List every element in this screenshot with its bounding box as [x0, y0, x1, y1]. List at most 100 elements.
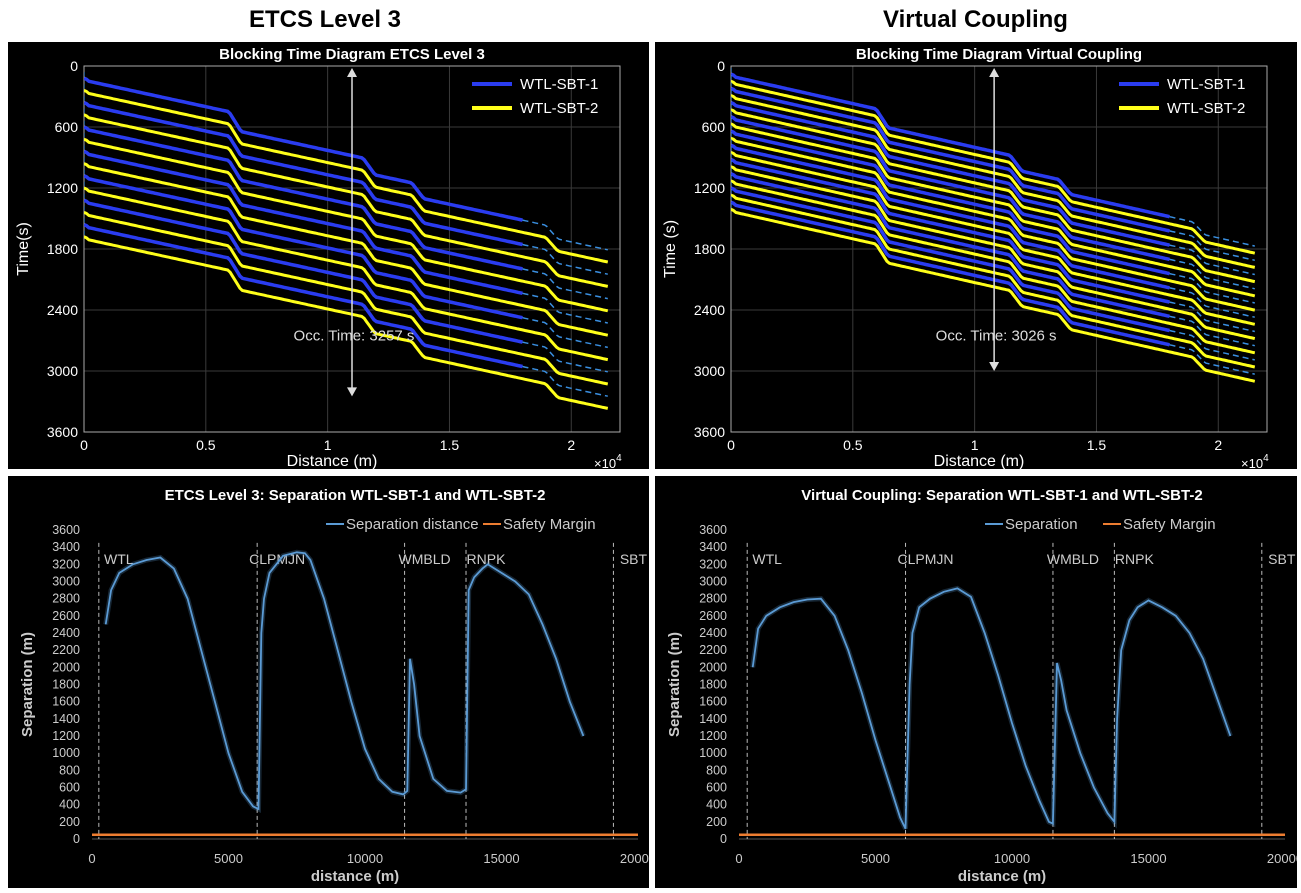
y-tick-label: 2600: [699, 609, 727, 623]
chart-title: ETCS Level 3: Separation WTL-SBT-1 and W…: [165, 487, 546, 504]
train-path-wtl-sbt-1: [84, 198, 523, 344]
x-axis-label: Distance (m): [287, 453, 378, 469]
train-path-wtl-sbt-1: [731, 86, 1170, 233]
y-tick-label: 1800: [694, 241, 725, 257]
x-tick-label: 0: [735, 851, 742, 866]
occupation-time-label: Occ. Time: 3026 s: [936, 328, 1057, 345]
y-tick-label: 3000: [699, 575, 727, 589]
y-axis-label: Time (s): [662, 220, 679, 278]
plot-frame: [83, 65, 621, 433]
train-path-dashed: [1169, 272, 1255, 304]
y-tick-label: 3400: [699, 540, 727, 554]
x-tick-label: 15000: [483, 851, 519, 866]
train-path-wtl-sbt-2: [84, 186, 609, 362]
x-tick-label: 10000: [994, 851, 1030, 866]
station-label: WMBLD: [1047, 551, 1099, 567]
train-path-wtl-sbt-2: [731, 108, 1256, 284]
train-path-wtl-sbt-1: [84, 76, 523, 222]
train-path-wtl-sbt-2: [84, 89, 609, 264]
train-path-dashed: [522, 219, 608, 251]
train-path-wtl-sbt-1: [84, 149, 523, 296]
legend-label: WTL-SBT-2: [1167, 100, 1245, 117]
y-tick-label: 2400: [694, 302, 725, 318]
train-path-wtl-sbt-2: [84, 162, 609, 337]
station-label: WTL: [104, 551, 134, 567]
y-tick-label: 800: [706, 763, 727, 777]
separation-glow: [103, 549, 586, 813]
train-path-wtl-sbt-2: [84, 137, 609, 313]
chart-title: Blocking Time Diagram ETCS Level 3: [219, 46, 485, 63]
x-tick-label: 1: [324, 437, 332, 453]
y-tick-label: 200: [706, 815, 727, 829]
legend-label: WTL-SBT-2: [520, 100, 598, 117]
y-tick-label: 400: [59, 798, 80, 812]
y-tick-label: 1400: [699, 712, 727, 726]
train-path-dashed: [1169, 215, 1255, 247]
y-tick-label: 3600: [52, 523, 80, 537]
x-tick-label: 20000: [1267, 851, 1297, 866]
station-label: SBT: [1268, 551, 1296, 567]
train-path-dashed: [522, 292, 608, 324]
vc-blocking-time-panel: Blocking Time Diagram Virtual Coupling 0 0…: [655, 42, 1297, 471]
arrowhead-bottom: [989, 362, 1000, 371]
etcs-blocking-time-chart: Blocking Time Diagram ETCS Level 3 0 0.5 1 1…: [15, 46, 622, 471]
train-path-dashed: [1169, 315, 1255, 347]
y-tick-label: 0: [717, 58, 725, 74]
train-path-wtl-sbt-2: [731, 151, 1256, 326]
train-path-dashed: [522, 268, 608, 300]
y-tick-label: 2800: [699, 592, 727, 606]
y-tick-label: 1800: [52, 678, 80, 692]
train-path-dashed: [1169, 329, 1255, 361]
chart-title: Virtual Coupling: Separation WTL-SBT-1 a…: [801, 487, 1202, 504]
y-tick-label: 600: [706, 781, 727, 795]
y-tick-label: 2400: [47, 302, 78, 318]
train-path-wtl-sbt-1: [84, 222, 523, 369]
y-tick-label: 1000: [52, 746, 80, 760]
x-axis-label: Distance (m): [934, 453, 1025, 469]
arrowhead-top: [989, 68, 1000, 77]
etcs-separation-panel: ETCS Level 3: Separation WTL-SBT-1 and W…: [8, 476, 656, 888]
legend-label: WTL-SBT-1: [1167, 76, 1245, 93]
x-axis-label: distance (m): [311, 868, 399, 885]
y-tick-label: 0: [73, 832, 80, 846]
x-tick-label: 5000: [861, 851, 890, 866]
y-tick-label: 0: [720, 832, 727, 846]
train-path-wtl-sbt-1: [84, 125, 523, 271]
train-path-wtl-sbt-1: [84, 174, 523, 320]
left-column-heading: ETCS Level 3: [248, 6, 402, 33]
x-tick-label: 1: [971, 437, 979, 453]
y-tick-label: 3200: [699, 557, 727, 571]
y-tick-label: 0: [70, 58, 78, 74]
y-tick-label: 2000: [52, 660, 80, 674]
train-path-wtl-sbt-2: [731, 136, 1256, 312]
y-tick-label: 1200: [694, 180, 725, 196]
station-label: CLPMJN: [249, 551, 305, 567]
station-label: RNPK: [467, 551, 507, 567]
x-axis-label: distance (m): [958, 868, 1046, 885]
train-path-wtl-sbt-1: [731, 157, 1170, 304]
train-path-dashed: [522, 243, 608, 275]
train-path-wtl-sbt-2: [84, 235, 609, 410]
train-path-wtl-sbt-2: [731, 165, 1256, 341]
x-tick-label: 2: [567, 437, 575, 453]
y-tick-label: 1200: [52, 729, 80, 743]
y-axis-label: Time(s): [15, 222, 32, 276]
station-label: WMBLD: [399, 551, 451, 567]
train-path-wtl-sbt-1: [731, 129, 1170, 276]
train-path-wtl-sbt-1: [84, 100, 523, 247]
y-tick-label: 1800: [47, 241, 78, 257]
y-tick-label: 1200: [699, 729, 727, 743]
train-path-wtl-sbt-2: [731, 122, 1256, 298]
x-tick-label: 20000: [620, 851, 649, 866]
etcs-blocking-time-panel: Blocking Time Diagram ETCS Level 3 0 0.5 1 1…: [8, 42, 649, 471]
y-tick-label: 3000: [694, 363, 725, 379]
arrowhead-bottom: [347, 387, 357, 397]
train-path-wtl-sbt-2: [731, 193, 1256, 369]
y-tick-label: 1800: [699, 678, 727, 692]
train-path-wtl-sbt-1: [731, 100, 1170, 247]
y-tick-label: 1600: [699, 695, 727, 709]
legend-label: WTL-SBT-1: [520, 76, 598, 93]
train-path-dashed: [1169, 301, 1255, 333]
separation-glow: [750, 585, 1233, 830]
x-tick-label: 0: [727, 437, 735, 453]
